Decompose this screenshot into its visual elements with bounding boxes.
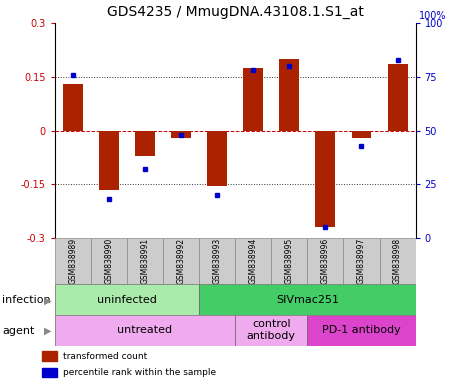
Bar	[127, 238, 163, 284]
Text: transformed count: transformed count	[63, 351, 147, 361]
Bar	[235, 315, 307, 346]
Bar	[42, 368, 57, 377]
Text: GSM838998: GSM838998	[393, 238, 402, 284]
Bar	[380, 238, 416, 284]
Bar	[55, 238, 91, 284]
Bar	[135, 131, 155, 156]
Text: untreated: untreated	[117, 325, 172, 335]
Bar	[315, 131, 335, 227]
Bar	[55, 315, 235, 346]
Bar	[171, 131, 191, 138]
Bar	[279, 59, 299, 131]
Bar	[307, 315, 416, 346]
Text: GSM838991: GSM838991	[141, 238, 149, 284]
Text: GSM838996: GSM838996	[321, 238, 330, 284]
Title: GDS4235 / MmugDNA.43108.1.S1_at: GDS4235 / MmugDNA.43108.1.S1_at	[107, 5, 363, 19]
Text: PD-1 antibody: PD-1 antibody	[322, 325, 401, 335]
Text: uninfected: uninfected	[97, 295, 157, 305]
Bar	[352, 131, 371, 138]
Bar	[388, 64, 408, 131]
Text: GSM838997: GSM838997	[357, 238, 366, 284]
Bar	[243, 68, 263, 131]
Bar	[343, 238, 380, 284]
Bar	[99, 131, 119, 190]
Bar	[207, 131, 227, 186]
Text: ▶: ▶	[44, 326, 51, 336]
Text: 100%: 100%	[419, 11, 446, 21]
Bar	[199, 284, 416, 315]
Text: control
antibody: control antibody	[247, 319, 296, 341]
Text: ▶: ▶	[44, 295, 51, 305]
Bar	[271, 238, 307, 284]
Text: GSM838989: GSM838989	[68, 238, 77, 284]
Bar	[307, 238, 343, 284]
Bar	[63, 84, 83, 131]
Bar	[91, 238, 127, 284]
Bar	[235, 238, 271, 284]
Text: GSM838992: GSM838992	[177, 238, 185, 284]
Bar	[199, 238, 235, 284]
Bar	[55, 284, 199, 315]
Text: percentile rank within the sample: percentile rank within the sample	[63, 368, 216, 377]
Text: GSM838995: GSM838995	[285, 238, 294, 284]
Text: GSM838993: GSM838993	[213, 238, 221, 284]
Text: infection: infection	[2, 295, 51, 305]
Bar	[163, 238, 199, 284]
Text: agent: agent	[2, 326, 35, 336]
Bar	[42, 351, 57, 361]
Text: SIVmac251: SIVmac251	[276, 295, 339, 305]
Text: GSM838994: GSM838994	[249, 238, 257, 284]
Text: GSM838990: GSM838990	[104, 238, 113, 284]
